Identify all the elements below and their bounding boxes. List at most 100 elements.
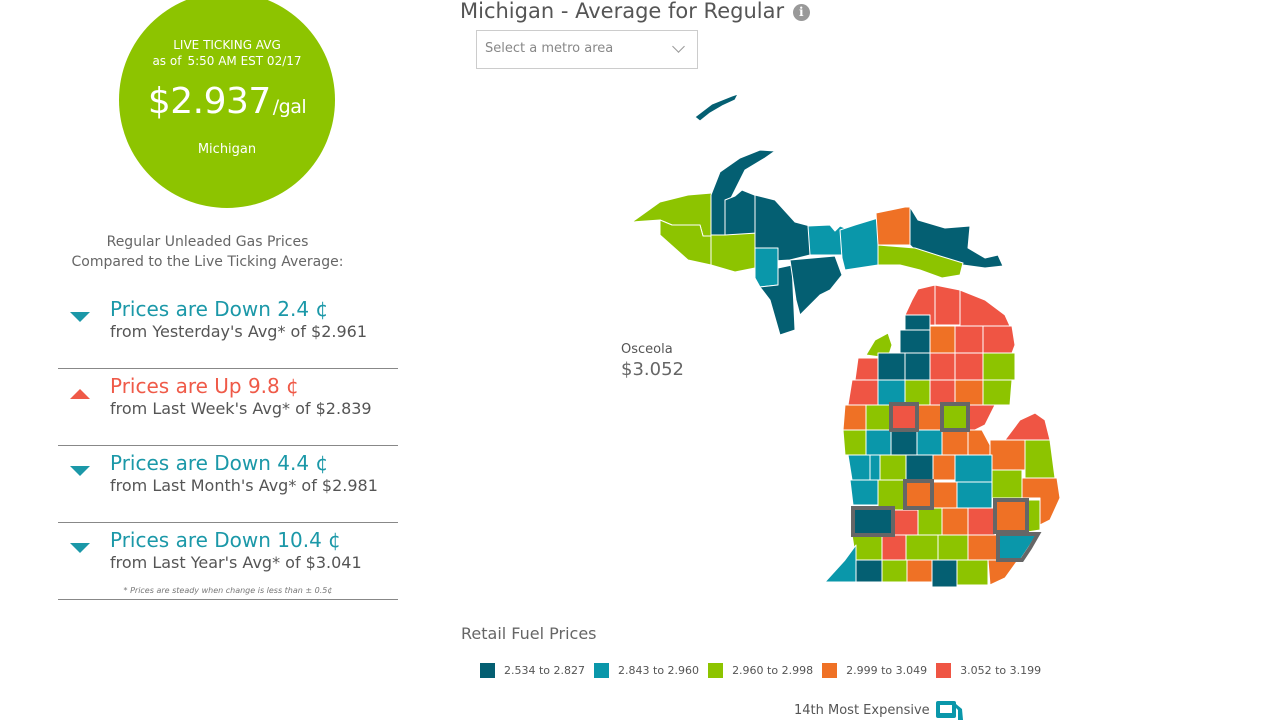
county-oakland [994, 499, 1028, 533]
county-manistee [847, 379, 879, 406]
michigan-county-map[interactable] [600, 85, 1070, 595]
price-unit: /gal [272, 96, 307, 118]
comparison-heading-line2: Compared to the Live Ticking Average: [71, 254, 344, 270]
change-detail: from Last Week's Avg* of $2.839 [110, 399, 372, 418]
county-genesee-n [954, 454, 993, 483]
county-alpena [982, 325, 1016, 354]
county-gratiot-mid [905, 454, 934, 481]
legend-item: 2.843 to 2.960 [594, 663, 699, 678]
county-muskegon [847, 454, 871, 481]
county-barry [892, 509, 919, 536]
change-item-last-year: Prices are Down 10.4 ¢ from Last Year's … [58, 523, 398, 600]
live-avg-timestamp: as of 5:50 AM EST 02/17 [119, 53, 335, 70]
county-calhoun [905, 534, 939, 561]
county-lenawee [956, 559, 989, 586]
metro-box-grand-rapids [851, 506, 895, 537]
legend-range: 2.534 to 2.827 [504, 664, 586, 677]
county-arenac [967, 404, 996, 431]
county-osceola [890, 404, 918, 431]
county-delta [789, 255, 843, 316]
county-oscoda [954, 352, 984, 381]
county-cass [855, 559, 883, 583]
change-detail: from Yesterday's Avg* of $2.961 [110, 322, 368, 341]
county-charlevoix [904, 314, 931, 331]
county-jackson [937, 534, 969, 561]
county-kent [869, 454, 881, 481]
live-avg-price: $2.937/gal [119, 80, 335, 129]
footnote: * Prices are steady when change is less … [123, 586, 333, 595]
down-arrow-icon [70, 466, 90, 476]
price-change-list: Prices are Down 2.4 ¢ from Yesterday's A… [58, 292, 398, 600]
county-lake [865, 404, 892, 431]
county-iron [710, 232, 756, 273]
county-grand-traverse [877, 352, 906, 381]
change-detail: from Last Month's Avg* of $2.981 [110, 476, 378, 495]
comparison-heading: Regular Unleaded Gas Prices Compared to … [50, 232, 365, 272]
county-antrim [899, 329, 931, 354]
county-monroe [987, 559, 1019, 586]
legend-item: 2.999 to 3.049 [822, 663, 927, 678]
county-isle-royale [694, 93, 739, 122]
county-menominee [759, 264, 796, 336]
county-hillsdale [931, 559, 958, 588]
legend-item: 3.052 to 3.199 [936, 663, 1041, 678]
live-ticking-average-badge: LIVE TICKING AVG as of 5:50 AM EST 02/17 … [119, 0, 335, 208]
county-st-joseph [881, 559, 908, 583]
legend-item: 2.960 to 2.998 [708, 663, 813, 678]
asof-time: 5:50 AM EST 02/17 [187, 54, 302, 68]
county-washtenaw [967, 534, 999, 561]
metro-area-select[interactable]: Select a metro area [476, 30, 698, 69]
county-sanilac [1024, 439, 1056, 479]
legend-swatch [936, 663, 952, 678]
county-luce [875, 206, 911, 246]
tooltip-county-price: $3.052 [621, 359, 684, 380]
county-wexford [877, 379, 906, 406]
county-livingston [967, 507, 996, 536]
county-mecosta [890, 429, 918, 456]
metro-box-cadillac [889, 402, 919, 432]
legend-item: 2.534 to 2.827 [480, 663, 585, 678]
chevron-down-icon [672, 40, 685, 53]
state-rank: 14th Most Expensive [794, 700, 969, 720]
live-avg-state: Michigan [197, 142, 257, 157]
change-headline: Prices are Down 10.4 ¢ [110, 528, 341, 552]
legend-swatch [822, 663, 838, 678]
change-item-last-week: Prices are Up 9.8 ¢ from Last Week's Avg… [58, 369, 398, 446]
change-item-yesterday: Prices are Down 2.4 ¢ from Yesterday's A… [58, 292, 398, 369]
county-huron [1004, 412, 1051, 441]
county-isabella [916, 429, 943, 456]
county-hover-tooltip: Osceola $3.052 [621, 341, 684, 381]
price-legend: 2.534 to 2.827 2.843 to 2.960 2.960 to 2… [480, 663, 1050, 678]
county-oceana [842, 429, 867, 456]
info-icon[interactable]: i [792, 4, 810, 21]
county-schoolcraft [839, 217, 879, 271]
county-genesee [956, 481, 993, 509]
change-detail: from Last Year's Avg* of $3.041 [110, 553, 362, 572]
county-clinton [904, 479, 933, 509]
county-dickinson [754, 247, 779, 288]
county-ingham [941, 507, 969, 536]
map-title: Michigan - Average for Regular i [460, 0, 810, 26]
comparison-heading-line1: Regular Unleaded Gas Prices [106, 234, 309, 250]
down-arrow-icon [70, 312, 90, 322]
county-newaygo [865, 429, 892, 456]
county-mackinac [877, 244, 964, 279]
county-presque-isle [959, 289, 1011, 327]
up-arrow-icon [70, 389, 90, 399]
legend-range: 2.999 to 3.049 [846, 664, 928, 677]
change-headline: Prices are Up 9.8 ¢ [110, 374, 299, 398]
live-avg-label: LIVE TICKING AVG [173, 38, 281, 52]
county-ogemaw [954, 379, 984, 406]
county-tuscola [989, 439, 1026, 471]
county-allegan [851, 507, 894, 536]
county-gladwin [941, 404, 969, 431]
county-benzie [854, 357, 879, 381]
county-eaton [917, 507, 943, 536]
legend-swatch [480, 663, 495, 678]
county-otsego [929, 325, 956, 354]
asof-prefix: as of [152, 54, 182, 68]
legend-swatch [594, 663, 610, 678]
county-midland [941, 429, 969, 456]
legend-range: 2.960 to 2.998 [732, 664, 814, 677]
county-ottawa [849, 479, 879, 506]
